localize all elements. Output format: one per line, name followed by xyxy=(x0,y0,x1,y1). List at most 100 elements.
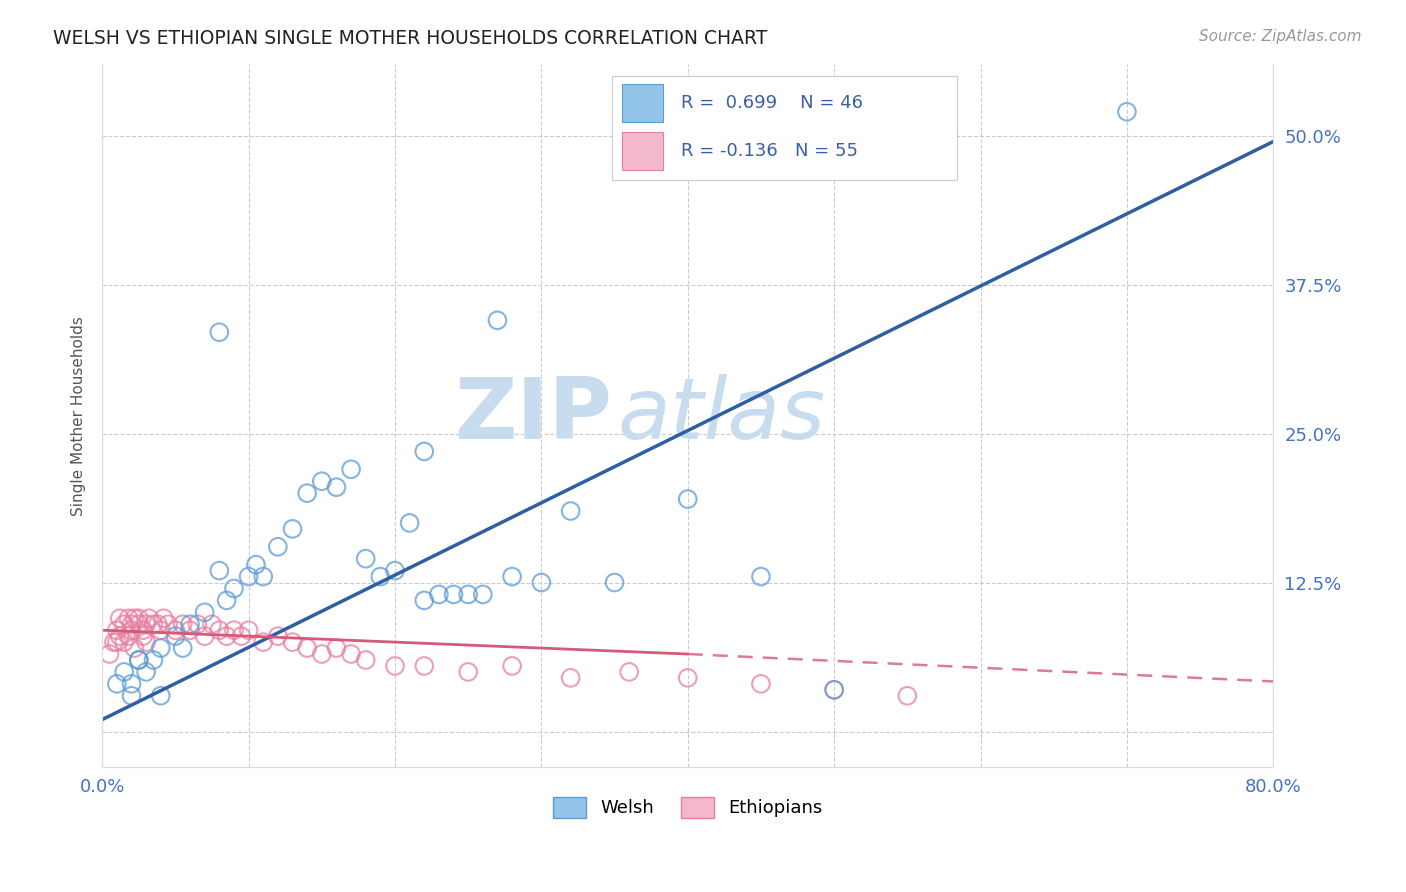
Point xyxy=(138,611,160,625)
Point xyxy=(128,617,150,632)
Point xyxy=(124,611,146,625)
Text: Source: ZipAtlas.com: Source: ZipAtlas.com xyxy=(1198,29,1361,44)
Point xyxy=(443,587,465,601)
Point xyxy=(142,653,165,667)
Point xyxy=(121,617,143,632)
Point xyxy=(1116,104,1139,119)
Point xyxy=(413,659,436,673)
Point xyxy=(245,558,267,572)
Text: WELSH VS ETHIOPIAN SINGLE MOTHER HOUSEHOLDS CORRELATION CHART: WELSH VS ETHIOPIAN SINGLE MOTHER HOUSEHO… xyxy=(53,29,768,47)
Point xyxy=(172,641,194,656)
Point xyxy=(105,677,128,691)
Point xyxy=(311,647,333,661)
Point xyxy=(108,611,131,625)
Text: atlas: atlas xyxy=(617,374,825,458)
Point xyxy=(124,641,146,656)
Legend: Welsh, Ethiopians: Welsh, Ethiopians xyxy=(546,789,830,825)
Point xyxy=(231,629,253,643)
Point xyxy=(267,629,290,643)
Point xyxy=(215,629,238,643)
Point xyxy=(501,659,523,673)
Point xyxy=(172,617,194,632)
Point xyxy=(676,492,699,507)
Point xyxy=(501,569,523,583)
Point xyxy=(486,313,509,327)
Point xyxy=(208,325,231,339)
Point xyxy=(179,623,201,637)
Point xyxy=(142,617,165,632)
Point xyxy=(384,564,406,578)
Point xyxy=(208,564,231,578)
Point xyxy=(427,587,450,601)
Point xyxy=(471,587,494,601)
Point xyxy=(398,516,420,530)
Point xyxy=(295,486,318,500)
Point xyxy=(117,611,139,625)
Point xyxy=(370,569,392,583)
Point xyxy=(238,569,260,583)
Point xyxy=(112,635,135,649)
Point xyxy=(121,689,143,703)
Point xyxy=(194,629,217,643)
Point xyxy=(252,569,274,583)
Point xyxy=(676,671,699,685)
Point xyxy=(121,623,143,637)
Point xyxy=(413,444,436,458)
Point xyxy=(267,540,290,554)
Point xyxy=(311,474,333,488)
Point xyxy=(108,629,131,643)
Point xyxy=(128,653,150,667)
Point xyxy=(560,504,582,518)
Point xyxy=(823,682,845,697)
Point xyxy=(413,593,436,607)
Point xyxy=(325,480,347,494)
Y-axis label: Single Mother Households: Single Mother Households xyxy=(72,316,86,516)
Point xyxy=(112,665,135,679)
Point xyxy=(252,635,274,649)
Point xyxy=(619,665,641,679)
Point xyxy=(354,551,377,566)
Point xyxy=(157,617,180,632)
Point xyxy=(325,641,347,656)
Point xyxy=(749,677,772,691)
Point xyxy=(201,617,224,632)
Point xyxy=(128,611,150,625)
Point xyxy=(135,665,157,679)
Point xyxy=(749,569,772,583)
Point xyxy=(194,605,217,619)
Point xyxy=(530,575,553,590)
Point xyxy=(98,647,121,661)
Point xyxy=(384,659,406,673)
Point xyxy=(149,641,172,656)
Text: ZIP: ZIP xyxy=(454,374,612,458)
Point xyxy=(281,522,304,536)
Point xyxy=(457,665,479,679)
Point xyxy=(179,617,201,632)
Point xyxy=(132,629,155,643)
Point xyxy=(354,653,377,667)
Point xyxy=(165,623,187,637)
Point xyxy=(186,617,208,632)
Point xyxy=(222,623,245,637)
Point xyxy=(105,635,128,649)
Point xyxy=(135,617,157,632)
Point xyxy=(238,623,260,637)
Point xyxy=(121,677,143,691)
Point xyxy=(112,617,135,632)
Point xyxy=(103,635,125,649)
Point xyxy=(152,611,174,625)
Point xyxy=(340,462,363,476)
Point xyxy=(146,617,169,632)
Point xyxy=(128,653,150,667)
Point xyxy=(208,623,231,637)
Point xyxy=(340,647,363,661)
Point xyxy=(896,689,918,703)
Point xyxy=(135,635,157,649)
Point xyxy=(105,623,128,637)
Point xyxy=(149,623,172,637)
Point xyxy=(117,629,139,643)
Point xyxy=(222,582,245,596)
Point xyxy=(215,593,238,607)
Point xyxy=(281,635,304,649)
Point xyxy=(457,587,479,601)
